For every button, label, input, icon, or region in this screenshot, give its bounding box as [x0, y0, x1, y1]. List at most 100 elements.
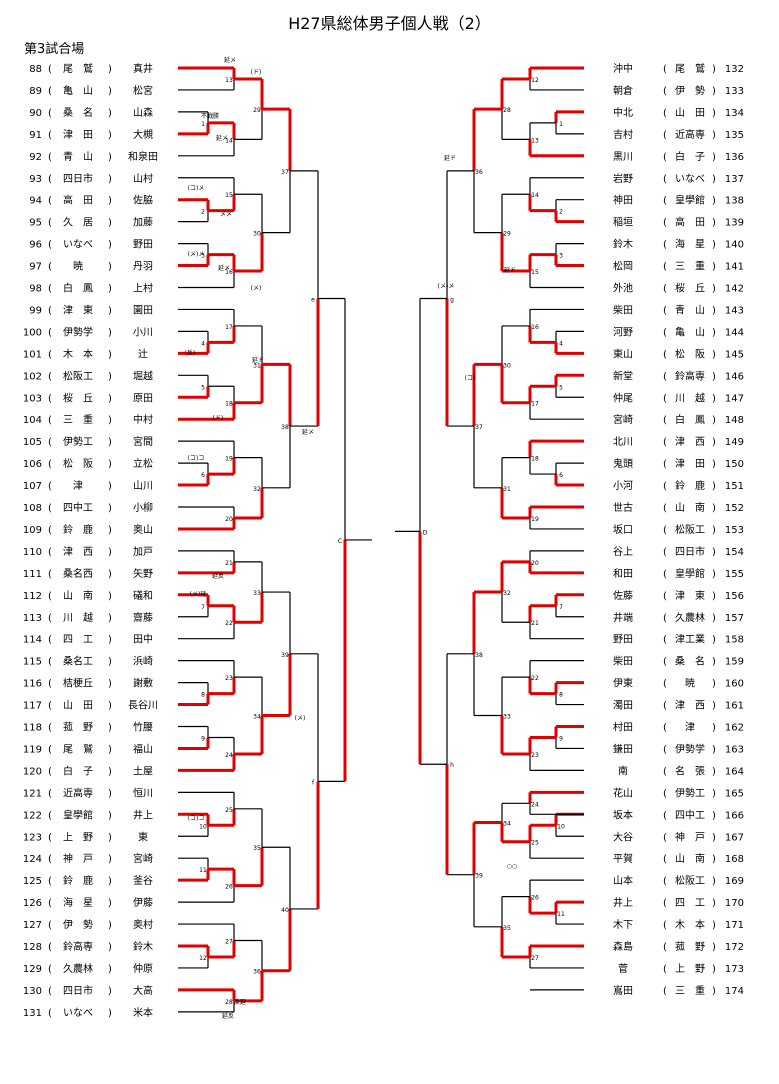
paren: (	[663, 393, 667, 404]
player-name: 伊東	[613, 677, 633, 690]
player-school: 津 東	[675, 589, 705, 602]
score-mark: (コ)メ	[188, 185, 205, 192]
paren: )	[712, 108, 716, 119]
score-mark: 反延	[234, 998, 246, 1006]
player-school: 神 戸	[675, 830, 705, 843]
match-number: 29	[253, 107, 261, 114]
player-school: 皇學館	[675, 567, 705, 580]
paren: )	[108, 547, 112, 558]
player-school: 伊勢工	[63, 435, 93, 448]
score-mark: 延反	[222, 1012, 234, 1020]
paren: (	[48, 415, 52, 426]
paren: )	[108, 920, 112, 931]
player-name: 野田	[613, 634, 633, 646]
player-name: 齋藤	[133, 611, 153, 624]
player-number: 93	[29, 174, 42, 185]
paren: )	[712, 920, 716, 931]
paren: )	[712, 284, 716, 295]
player-school: 山 南	[675, 501, 705, 514]
player-name: 花山	[613, 786, 633, 799]
paren: )	[108, 437, 112, 448]
player-number: 162	[725, 723, 744, 734]
match-number: 16	[531, 324, 539, 331]
paren: )	[108, 218, 112, 229]
match-number: 17	[531, 401, 539, 408]
player-school: 四日市	[63, 172, 93, 185]
paren: (	[663, 920, 667, 931]
player-name: 鈴木	[133, 940, 153, 953]
paren: )	[712, 503, 716, 514]
player-number: 109	[23, 525, 42, 536]
paren: )	[108, 964, 112, 975]
player-number: 95	[29, 218, 42, 229]
paren: )	[712, 459, 716, 470]
paren: (	[663, 108, 667, 119]
player-school: 山 南	[675, 852, 705, 865]
paren: (	[48, 262, 52, 273]
player-name: 浜崎	[133, 655, 153, 668]
score-mark: (メ)メ	[188, 251, 205, 258]
player-number: 119	[23, 744, 42, 755]
player-number: 124	[23, 854, 42, 865]
match-number: 28	[225, 999, 233, 1006]
player-school: 青 山	[675, 303, 705, 316]
match-number: 37	[475, 424, 483, 431]
player-number: 161	[725, 701, 744, 712]
player-number: 130	[23, 986, 42, 997]
player-number: 164	[725, 766, 744, 777]
match-number: 13	[531, 137, 539, 144]
paren: )	[108, 503, 112, 514]
player-name: 佐脇	[133, 195, 153, 207]
match-number: 3	[201, 253, 205, 260]
paren: (	[663, 327, 667, 338]
player-number: 146	[725, 371, 744, 382]
paren: (	[48, 613, 52, 624]
paren: (	[48, 327, 52, 338]
player-number: 136	[725, 152, 744, 163]
paren: )	[108, 898, 112, 909]
player-number: 104	[23, 415, 42, 426]
player-school: 伊勢学	[675, 742, 705, 755]
match-number: 2	[559, 209, 563, 216]
player-number: 121	[23, 788, 42, 799]
match-number: 14	[531, 192, 539, 199]
player-number: 107	[23, 481, 42, 492]
paren: )	[108, 525, 112, 536]
paren: )	[108, 459, 112, 470]
paren: )	[108, 108, 112, 119]
player-number: 163	[725, 744, 744, 755]
player-school: 四中工	[675, 808, 705, 821]
player-number: 110	[23, 547, 42, 558]
paren: (	[663, 437, 667, 448]
player-number: 159	[725, 657, 744, 668]
player-school: 桑名工	[63, 655, 93, 668]
match-number: 30	[253, 231, 261, 238]
player-school: 久 居	[63, 217, 93, 229]
paren: )	[108, 196, 112, 207]
player-number: 158	[725, 635, 744, 646]
player-school: 木 本	[63, 347, 93, 360]
paren: )	[108, 679, 112, 690]
player-number: 135	[725, 130, 744, 141]
paren: )	[108, 371, 112, 382]
match-number: 5	[559, 384, 563, 391]
paren: (	[48, 810, 52, 821]
player-number: 113	[23, 613, 42, 624]
player-number: 143	[725, 305, 744, 316]
paren: (	[48, 64, 52, 75]
score-mark: 延ド	[444, 154, 456, 162]
match-number: 20	[531, 560, 539, 567]
player-number: 157	[725, 613, 744, 624]
paren: (	[663, 635, 667, 646]
score-mark: (メ)	[251, 285, 262, 292]
player-number: 112	[23, 591, 42, 602]
paren: (	[663, 657, 667, 668]
paren: )	[108, 613, 112, 624]
match-number: 10	[199, 823, 207, 830]
player-school: 青 山	[63, 150, 93, 163]
paren: (	[663, 64, 667, 75]
player-school: 川 越	[675, 391, 705, 404]
player-number: 149	[725, 437, 744, 448]
player-school: 伊勢工	[675, 786, 705, 799]
paren: )	[712, 349, 716, 360]
